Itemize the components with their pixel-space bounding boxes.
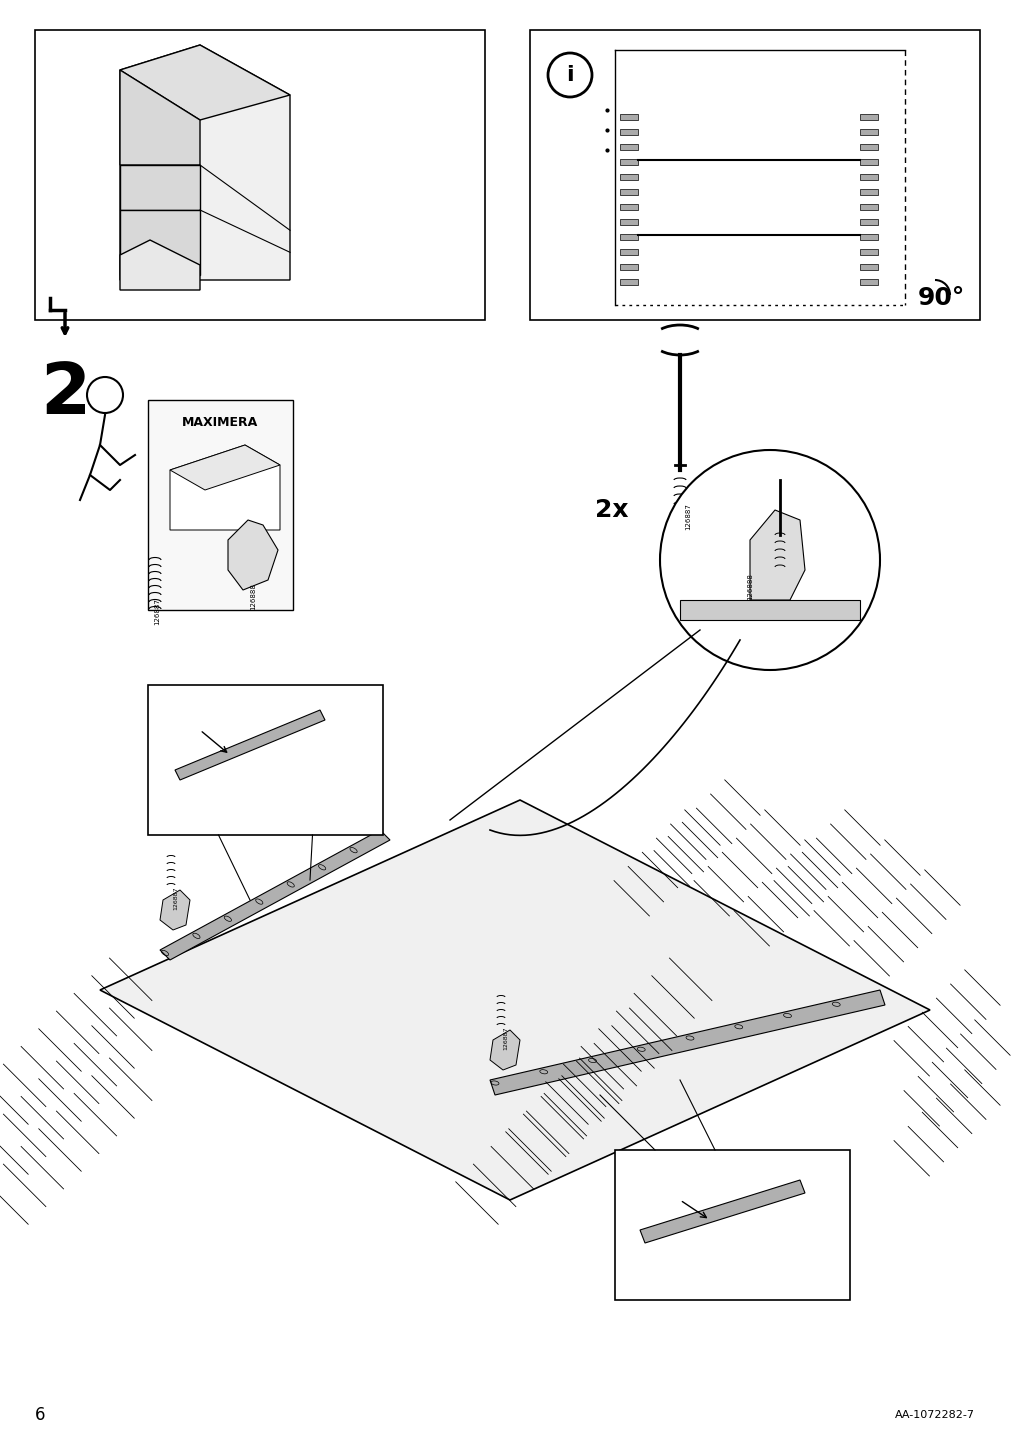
Text: 126887: 126887 bbox=[684, 503, 691, 530]
Bar bbox=[620, 233, 637, 241]
Polygon shape bbox=[120, 44, 290, 281]
Bar bbox=[620, 115, 637, 120]
Bar bbox=[859, 203, 878, 211]
Bar bbox=[859, 263, 878, 271]
Text: AA-1072282-7: AA-1072282-7 bbox=[894, 1411, 974, 1421]
Bar bbox=[859, 129, 878, 135]
Text: 126887: 126887 bbox=[503, 1027, 508, 1050]
Bar bbox=[620, 263, 637, 271]
Text: i: i bbox=[565, 64, 573, 84]
Bar bbox=[620, 129, 637, 135]
Text: 126888: 126888 bbox=[746, 573, 752, 600]
Polygon shape bbox=[489, 1030, 520, 1070]
Text: MAXIMERA: MAXIMERA bbox=[182, 415, 258, 428]
Polygon shape bbox=[148, 400, 293, 610]
Bar bbox=[859, 175, 878, 180]
Text: 6: 6 bbox=[35, 1406, 45, 1423]
Polygon shape bbox=[120, 165, 200, 211]
Text: 2: 2 bbox=[40, 359, 90, 430]
Polygon shape bbox=[679, 600, 859, 620]
Bar bbox=[859, 159, 878, 165]
Polygon shape bbox=[148, 684, 382, 835]
Bar bbox=[859, 249, 878, 255]
Polygon shape bbox=[120, 44, 290, 120]
Text: 126887: 126887 bbox=[154, 599, 160, 624]
Polygon shape bbox=[639, 1180, 804, 1243]
Bar bbox=[620, 145, 637, 150]
Text: 90°: 90° bbox=[917, 286, 964, 309]
Bar bbox=[859, 233, 878, 241]
Polygon shape bbox=[749, 510, 804, 600]
Bar bbox=[859, 145, 878, 150]
Bar bbox=[859, 189, 878, 195]
Polygon shape bbox=[120, 211, 200, 275]
Text: 126888: 126888 bbox=[250, 583, 256, 610]
Bar bbox=[620, 219, 637, 225]
Bar bbox=[620, 279, 637, 285]
Polygon shape bbox=[160, 831, 389, 959]
Polygon shape bbox=[719, 510, 774, 586]
Circle shape bbox=[659, 450, 880, 670]
Polygon shape bbox=[489, 990, 885, 1095]
Polygon shape bbox=[100, 800, 929, 1200]
Bar bbox=[859, 219, 878, 225]
Bar bbox=[859, 279, 878, 285]
Text: 126887: 126887 bbox=[173, 886, 178, 909]
Bar bbox=[859, 115, 878, 120]
Bar bbox=[620, 159, 637, 165]
Polygon shape bbox=[120, 70, 200, 165]
Polygon shape bbox=[170, 445, 280, 490]
Polygon shape bbox=[615, 1150, 849, 1300]
Circle shape bbox=[87, 377, 123, 412]
Polygon shape bbox=[175, 710, 325, 780]
Polygon shape bbox=[160, 891, 190, 929]
Polygon shape bbox=[227, 520, 278, 590]
Bar bbox=[620, 189, 637, 195]
Polygon shape bbox=[120, 241, 200, 291]
Bar bbox=[620, 175, 637, 180]
Polygon shape bbox=[170, 445, 280, 530]
Text: 2x: 2x bbox=[594, 498, 628, 523]
Bar bbox=[620, 203, 637, 211]
Bar bbox=[620, 249, 637, 255]
